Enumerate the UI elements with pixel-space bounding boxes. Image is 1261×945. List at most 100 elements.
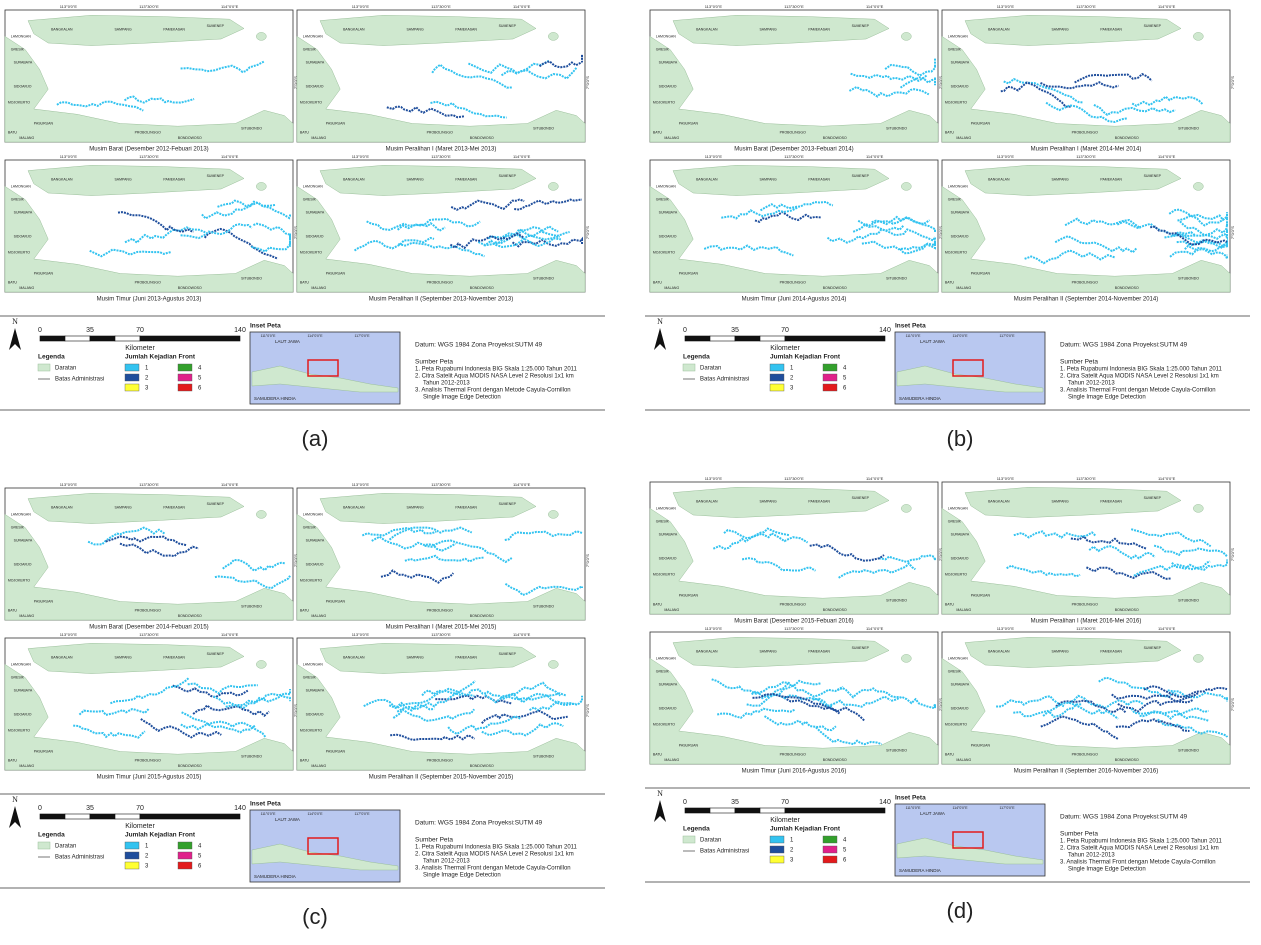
place-label: MALANG [956, 608, 971, 612]
land [256, 510, 266, 518]
place-label: SIDOARJO [951, 84, 969, 88]
scale-bar [735, 808, 760, 813]
longitude-label: 113°0'0"E [705, 626, 723, 631]
place-label: LAMONGAN [948, 184, 969, 188]
place-label: SITUBONDO [886, 127, 907, 131]
inset-longitude: 111°0'0"E [261, 334, 277, 338]
place-label: PROBOLINGGO [135, 281, 162, 285]
legend-swatch [770, 836, 784, 843]
place-label: BONDOWOSO [1115, 608, 1139, 612]
place-label: PROBOLINGGO [780, 281, 807, 285]
longitude-label: 113°0'0"E [997, 476, 1015, 481]
place-label: LAMONGAN [656, 506, 677, 510]
legend-label: 4 [843, 366, 847, 372]
place-label: MOJOKERTO [300, 250, 322, 254]
place-label: BATU [653, 753, 663, 757]
legend-swatch [770, 374, 784, 381]
place-label: PROBOLINGGO [1072, 281, 1099, 285]
place-label: SITUBONDO [241, 755, 262, 759]
longitude-label: 113°0'0"E [997, 626, 1015, 631]
map-caption: Musim Barat (Desember 2013-Febuari 2014) [734, 147, 853, 153]
panel-label: (c) [302, 904, 328, 929]
place-label: LAMONGAN [948, 34, 969, 38]
place-label: PASURUAN [971, 271, 991, 275]
place-label: PROBOLINGGO [427, 131, 454, 135]
place-label: MOJOKERTO [945, 100, 967, 104]
longitude-label: 113°30'0"E [431, 154, 451, 159]
latitude-label: 7°0'0"S [585, 704, 590, 717]
panel: BANGKALANSAMPANGPAMEKASANSUMENEPLAMONGAN… [645, 476, 1250, 923]
place-label: MOJOKERTO [8, 578, 30, 582]
legend-swatch [823, 856, 837, 863]
place-label: LAMONGAN [11, 512, 32, 516]
place-label: MOJOKERTO [945, 250, 967, 254]
place-label: GRESIK [948, 198, 962, 202]
legend-label: 4 [198, 844, 202, 850]
place-label: PASURUAN [326, 121, 346, 125]
longitude-label: 113°30'0"E [784, 4, 804, 9]
longitude-label: 113°30'0"E [1076, 476, 1096, 481]
place-label: MOJOKERTO [653, 572, 675, 576]
place-label: GRESIK [656, 198, 670, 202]
place-label: SAMPANG [759, 28, 777, 32]
place-label: BONDOWOSO [470, 136, 494, 140]
map: BANGKALANSAMPANGPAMEKASANSUMENEPLAMONGAN… [942, 626, 1235, 764]
place-label: SUMENEP [1144, 496, 1162, 500]
place-label: SUMENEP [1144, 646, 1162, 650]
source-line: 2. Citra Satelit Aqua MODIS NASA Level 2… [415, 374, 574, 380]
longitude-label: 114°0'0"E [866, 476, 884, 481]
scale-bar [115, 336, 140, 341]
place-label: LAMONGAN [11, 662, 32, 666]
scale-label: 0 [38, 805, 42, 812]
longitude-label: 113°0'0"E [705, 4, 723, 9]
place-label: SUMENEP [852, 24, 870, 28]
land [1193, 654, 1203, 662]
legend-title: Jumlah Kejadian Front [770, 354, 841, 361]
map-caption: Musim Barat (Desember 2012-Febuari 2013) [89, 147, 208, 153]
place-label: BANGKALAN [988, 500, 1010, 504]
place-label: PAMEKASAN [808, 650, 830, 654]
place-label: GRESIK [656, 520, 670, 524]
inset-label: SAMUDERA HINDIA [254, 874, 296, 879]
place-label: BATU [300, 131, 310, 135]
place-label: BONDOWOSO [470, 614, 494, 618]
legend-title: Legenda [38, 354, 65, 361]
place-label: SUMENEP [207, 174, 225, 178]
longitude-label: 113°30'0"E [784, 626, 804, 631]
source-line: Single Image Edge Detection [1068, 867, 1146, 873]
place-label: SITUBONDO [241, 127, 262, 131]
latitude-label: 7°0'0"S [585, 554, 590, 567]
place-label: PASURUAN [326, 749, 346, 753]
land [901, 654, 911, 662]
scale-bar [65, 336, 90, 341]
map-caption: Musim Timur (Juni 2014-Agustus 2014) [742, 297, 847, 303]
place-label: SITUBONDO [1178, 127, 1199, 131]
map-caption: Musim Peralihan I (Maret 2016-Mei 2016) [1031, 619, 1142, 625]
place-label: LAMONGAN [303, 512, 324, 516]
place-label: BATU [653, 131, 663, 135]
place-label: PROBOLINGGO [135, 609, 162, 613]
longitude-label: 114°0'0"E [221, 632, 239, 637]
longitude-label: 114°0'0"E [1158, 626, 1176, 631]
place-label: PASURUAN [679, 593, 699, 597]
place-label: MALANG [19, 286, 34, 290]
map: BANGKALANSAMPANGPAMEKASANSUMENEPLAMONGAN… [650, 154, 943, 292]
place-label: PROBOLINGGO [1072, 131, 1099, 135]
place-label: MALANG [664, 608, 679, 612]
scale-unit: Kilometer [125, 345, 155, 352]
place-label: PASURUAN [34, 599, 54, 603]
place-label: SURABAYA [659, 533, 678, 537]
scale-label: 35 [731, 327, 739, 334]
legend-swatch [770, 364, 784, 371]
legend-label: 2 [790, 848, 794, 854]
place-label: PAMEKASAN [163, 656, 185, 660]
inset-longitude: 117°0'0"E [999, 806, 1015, 810]
legend-swatch [38, 842, 50, 849]
inset-label: LAUT JAWA [275, 817, 300, 822]
place-label: GRESIK [303, 526, 317, 530]
place-label: GRESIK [11, 676, 25, 680]
place-label: PAMEKASAN [163, 178, 185, 182]
scale-label: 0 [683, 327, 687, 334]
inset-longitude: 117°0'0"E [354, 334, 370, 338]
place-label: SAMPANG [406, 506, 424, 510]
